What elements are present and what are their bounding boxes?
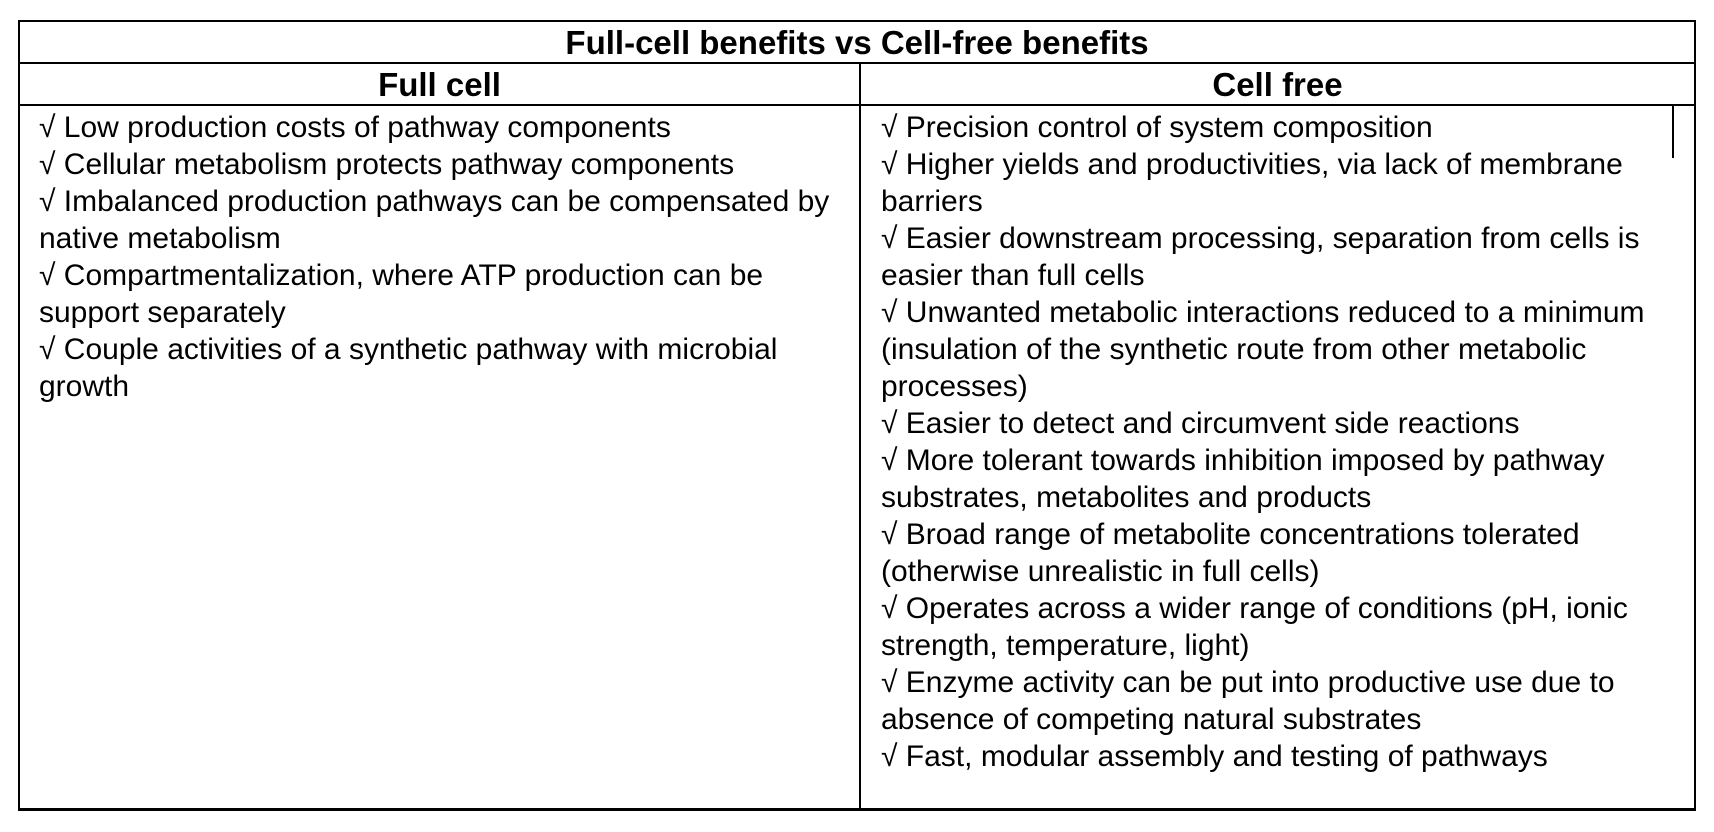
list-item: √ Imbalanced production pathways can be … <box>39 185 830 255</box>
body-row: √ Low production costs of pathway compon… <box>20 106 1694 809</box>
header-row: Full cell Cell free <box>20 64 1694 106</box>
list-item: √ Unwanted metabolic interactions reduce… <box>881 296 1645 403</box>
list-item: √ Low production costs of pathway compon… <box>39 111 671 144</box>
header-full-cell: Full cell <box>20 64 861 104</box>
comparison-table: Full-cell benefits vs Cell-free benefits… <box>18 20 1696 811</box>
list-item: √ Compartmentalization, where ATP produc… <box>39 259 764 329</box>
list-item: √ Higher yields and productivities, via … <box>881 148 1623 218</box>
full-cell-column: √ Low production costs of pathway compon… <box>20 106 861 809</box>
full-cell-list: √ Low production costs of pathway compon… <box>39 109 851 405</box>
list-item: √ Operates across a wider range of condi… <box>881 592 1628 662</box>
table-title: Full-cell benefits vs Cell-free benefits <box>20 22 1694 64</box>
list-item: √ More tolerant towards inhibition impos… <box>881 444 1605 514</box>
text-cursor <box>1672 106 1674 158</box>
header-cell-free: Cell free <box>1212 65 1343 103</box>
cell-free-column: √ Precision control of system compositio… <box>861 106 1694 809</box>
list-item: √ Fast, modular assembly and testing of … <box>881 740 1548 773</box>
cell-free-list: √ Precision control of system compositio… <box>881 109 1686 775</box>
list-item: √ Easier downstream processing, separati… <box>881 222 1640 292</box>
list-item: √ Couple activities of a synthetic pathw… <box>39 333 778 403</box>
list-item: √ Broad range of metabolite concentratio… <box>881 518 1580 588</box>
list-item: √ Enzyme activity can be put into produc… <box>881 666 1615 736</box>
list-item: √ Easier to detect and circumvent side r… <box>881 407 1520 440</box>
list-item: √ Precision control of system compositio… <box>881 111 1433 144</box>
list-item: √ Cellular metabolism protects pathway c… <box>39 148 735 181</box>
